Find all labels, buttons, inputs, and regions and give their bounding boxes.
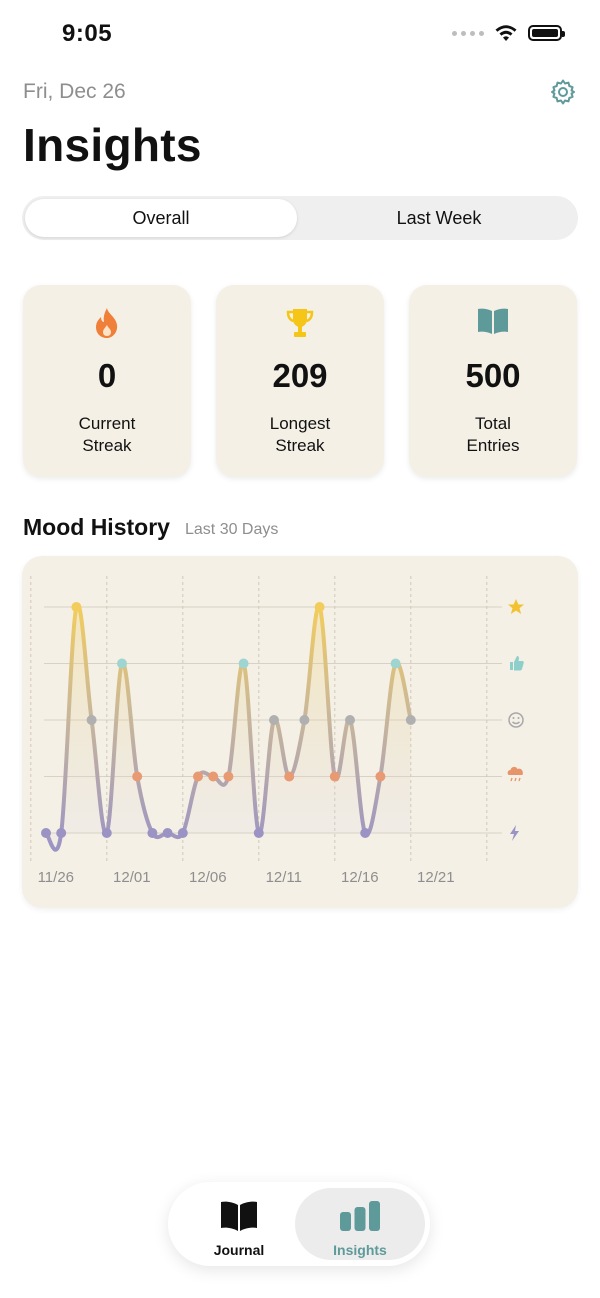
mood-point	[117, 658, 127, 669]
mood-point	[405, 715, 416, 725]
x-tick-label: 12/21	[417, 869, 455, 886]
mood-point	[101, 828, 112, 838]
page-title: Insights	[23, 119, 202, 171]
mood-point	[390, 658, 401, 669]
stat-label: Longest Streak	[269, 414, 331, 455]
segment-last-week[interactable]: Last Week	[396, 207, 482, 228]
battery-icon	[528, 25, 565, 41]
x-tick-label: 12/06	[189, 869, 227, 886]
book-icon	[221, 1201, 257, 1231]
mood-point	[299, 715, 310, 725]
mood-area	[46, 604, 411, 850]
mood-point	[284, 771, 295, 782]
stat-label: Total Entries	[466, 414, 520, 455]
book-icon	[478, 308, 508, 334]
status-time: 9:05	[62, 20, 113, 47]
trophy-icon	[286, 309, 314, 337]
mood-point	[56, 828, 67, 838]
mood-chart-card: 11/26 12/01 12/06 12/11 12/16 12/21	[22, 556, 578, 908]
mood-chart: 11/26 12/01 12/06 12/11 12/16 12/21	[30, 576, 524, 886]
thumbs-up-icon	[510, 656, 524, 671]
mood-point	[41, 828, 51, 838]
segmented-control: Overall Last Week	[22, 196, 578, 240]
stat-value: 0	[97, 357, 117, 394]
x-tick-label: 11/26	[38, 869, 74, 886]
stat-card-total-entries: 500 Total Entries	[409, 285, 577, 477]
tab-insights[interactable]: Insights	[295, 1188, 425, 1260]
section-subtitle: Last 30 Days	[185, 521, 279, 538]
mood-point	[360, 828, 371, 838]
stat-card-current-streak: 0 Current Streak	[23, 285, 191, 477]
stat-card-longest-streak: 209 Longest Streak	[216, 285, 384, 477]
stat-value: 500	[465, 357, 521, 394]
current-date: Fri, Dec 26	[23, 80, 126, 103]
tab-label: Insights	[333, 1242, 387, 1258]
stat-label: Current Streak	[78, 414, 136, 455]
mood-point	[132, 771, 143, 782]
mood-point	[177, 828, 188, 838]
mood-point	[375, 771, 386, 782]
rain-cloud-icon	[507, 766, 523, 782]
segment-overall[interactable]: Overall	[25, 199, 297, 237]
bar-chart-icon	[340, 1201, 380, 1231]
x-tick-label: 12/11	[266, 869, 302, 886]
status-icons	[452, 24, 565, 42]
mood-point	[253, 828, 264, 838]
mood-point	[223, 771, 234, 782]
x-tick-label: 12/16	[341, 869, 379, 886]
wifi-icon	[495, 25, 517, 41]
mood-point	[208, 771, 219, 782]
gear-icon[interactable]	[549, 78, 577, 106]
mood-point	[193, 771, 203, 782]
mood-point	[345, 715, 355, 725]
section-title-mood-history: Mood History	[23, 514, 170, 540]
mood-point	[86, 715, 97, 725]
lightning-icon	[510, 825, 519, 841]
tab-label: Journal	[213, 1242, 265, 1258]
smile-icon	[508, 712, 524, 728]
mood-point	[147, 828, 158, 838]
mood-point	[269, 715, 279, 725]
mood-point	[329, 771, 340, 782]
flame-icon	[96, 308, 118, 338]
signal-dots-icon	[452, 30, 484, 36]
mood-point	[71, 602, 82, 612]
tab-bar: Journal Insights	[168, 1182, 430, 1266]
x-tick-label: 12/01	[113, 869, 151, 886]
star-icon	[508, 599, 524, 614]
mood-point	[162, 828, 173, 838]
stat-value: 209	[272, 357, 328, 394]
mood-point	[238, 658, 249, 669]
mood-point	[314, 602, 325, 612]
tab-journal[interactable]: Journal	[174, 1188, 304, 1260]
